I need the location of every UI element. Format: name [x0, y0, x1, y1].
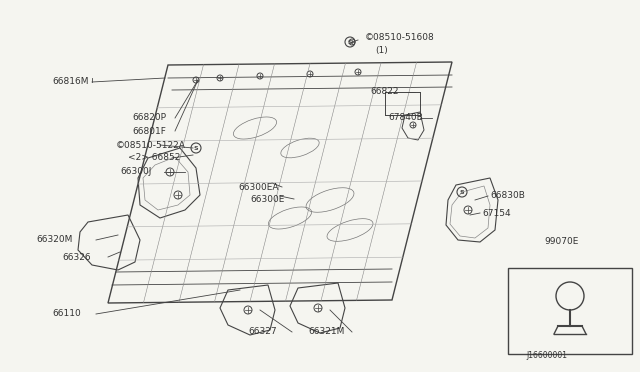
Text: 66110: 66110: [52, 310, 81, 318]
Text: 66321M: 66321M: [308, 327, 344, 337]
Text: 66327: 66327: [248, 327, 276, 337]
Text: 66300E: 66300E: [250, 195, 284, 203]
Text: 66326: 66326: [62, 253, 91, 262]
Text: ©08510-5122A: ©08510-5122A: [116, 141, 186, 150]
Text: ©08510-51608: ©08510-51608: [365, 33, 435, 42]
Text: 66816M: 66816M: [52, 77, 88, 87]
Text: 66300J: 66300J: [120, 167, 152, 176]
Text: 66830B: 66830B: [490, 192, 525, 201]
Text: 66801F: 66801F: [132, 126, 166, 135]
Text: 99070E: 99070E: [544, 237, 579, 247]
Text: S: S: [348, 39, 352, 45]
Text: J16600001: J16600001: [526, 350, 567, 359]
Bar: [508, 268, 632, 354]
Text: 66822: 66822: [370, 87, 399, 96]
Text: 67154: 67154: [482, 208, 511, 218]
Text: 66300EA: 66300EA: [238, 183, 278, 192]
Text: 66820P: 66820P: [132, 113, 166, 122]
Text: <2> 66852: <2> 66852: [128, 154, 180, 163]
Text: (1): (1): [375, 45, 388, 55]
Text: 66320M: 66320M: [36, 235, 72, 244]
Text: 67840B: 67840B: [388, 113, 423, 122]
Text: S: S: [460, 189, 464, 195]
Text: S: S: [194, 145, 198, 151]
